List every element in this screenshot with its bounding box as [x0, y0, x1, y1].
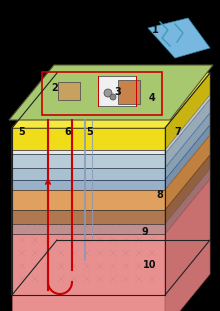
Text: 5: 5	[87, 127, 93, 137]
Polygon shape	[165, 135, 210, 210]
Bar	[98, 76, 136, 106]
Text: 1: 1	[152, 25, 158, 35]
Polygon shape	[12, 190, 165, 210]
Bar	[118, 80, 140, 104]
Polygon shape	[165, 169, 210, 234]
Text: 6: 6	[65, 127, 71, 137]
Polygon shape	[12, 154, 165, 168]
Text: 10: 10	[143, 260, 157, 270]
Polygon shape	[12, 240, 210, 295]
Polygon shape	[165, 155, 210, 224]
Polygon shape	[12, 168, 165, 180]
Text: 9: 9	[142, 227, 148, 237]
Polygon shape	[12, 73, 57, 295]
Text: 7: 7	[175, 127, 181, 137]
Bar	[58, 82, 80, 100]
Polygon shape	[12, 224, 165, 234]
Text: 2: 2	[52, 83, 58, 93]
Polygon shape	[12, 234, 165, 311]
Polygon shape	[165, 179, 210, 311]
Circle shape	[104, 89, 112, 97]
Circle shape	[110, 94, 116, 100]
Polygon shape	[12, 210, 165, 224]
Polygon shape	[165, 99, 210, 168]
Polygon shape	[9, 65, 213, 120]
Polygon shape	[165, 73, 210, 150]
Text: 3: 3	[115, 87, 121, 97]
Polygon shape	[165, 95, 210, 154]
Polygon shape	[148, 18, 210, 58]
Polygon shape	[165, 125, 210, 190]
Text: 8: 8	[157, 190, 163, 200]
Polygon shape	[12, 128, 165, 150]
Polygon shape	[12, 73, 210, 128]
Text: 5: 5	[19, 127, 25, 137]
Polygon shape	[12, 180, 165, 190]
Polygon shape	[165, 113, 210, 180]
Polygon shape	[12, 150, 165, 154]
Text: 4: 4	[149, 93, 155, 103]
